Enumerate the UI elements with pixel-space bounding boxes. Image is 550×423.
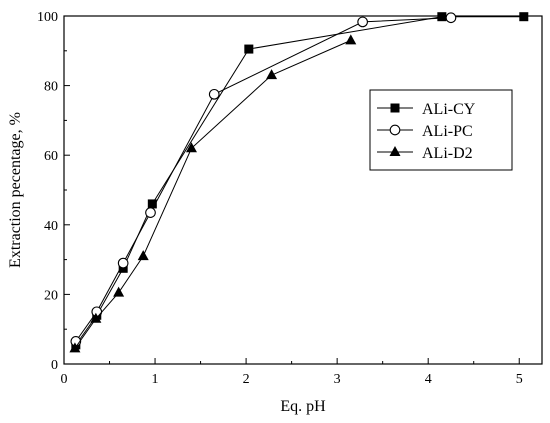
data-point [117, 257, 129, 269]
axis-ticks [63, 15, 520, 365]
data-point [113, 286, 125, 297]
y-tick-label: 100 [37, 10, 58, 25]
series-line [75, 17, 451, 342]
y-tick-label: 20 [44, 288, 58, 303]
legend-marker [389, 124, 401, 136]
data-point [185, 142, 197, 153]
data-point [357, 16, 368, 28]
y-axis-title: Extraction pecentage, % [7, 112, 24, 268]
y-tick-label: 60 [44, 149, 58, 164]
x-tick-label: 5 [516, 372, 523, 387]
legend-label: ALi-D2 [422, 145, 473, 162]
y-tick-label: 80 [44, 80, 58, 95]
legend: ALi-CY ALi-PC ALi-D2 [369, 89, 513, 171]
x-tick-labels: 0 1 2 3 4 5 [61, 372, 523, 387]
y-tick-label: 40 [44, 219, 58, 234]
data-point [445, 12, 457, 24]
x-axis-title: Eq. pH [280, 398, 326, 415]
legend-marker [390, 103, 400, 113]
x-tick-label: 2 [243, 372, 250, 387]
x-tick-label: 4 [425, 372, 432, 387]
series-ali-d2 [69, 34, 357, 353]
legend-label: ALi-CY [422, 101, 476, 118]
data-point [90, 312, 102, 323]
plot-frame [63, 15, 543, 365]
data-point [69, 342, 81, 353]
data-point [437, 12, 447, 22]
legend-item: ALi-D2 [377, 145, 473, 162]
y-tick-label: 0 [51, 358, 58, 373]
data-point [244, 44, 254, 54]
y-tick-labels: 0 20 40 60 80 100 [37, 10, 58, 373]
data-point [266, 69, 278, 80]
series-layer [69, 12, 529, 353]
data-point [145, 207, 156, 218]
legend-item: ALi-CY [377, 101, 476, 118]
legend-label: ALi-PC [422, 123, 473, 140]
legend-item: ALi-PC [377, 123, 473, 140]
data-point [208, 88, 220, 100]
x-tick-label: 1 [152, 372, 159, 387]
x-tick-label: 3 [334, 372, 341, 387]
series-line [74, 39, 352, 349]
series-ali-pc [70, 12, 457, 347]
x-tick-label: 0 [61, 372, 68, 387]
series-line [75, 16, 524, 346]
data-point [137, 250, 149, 261]
legend-marker [389, 146, 401, 156]
data-point [519, 12, 529, 22]
data-point [345, 34, 357, 45]
data-point [147, 199, 157, 209]
